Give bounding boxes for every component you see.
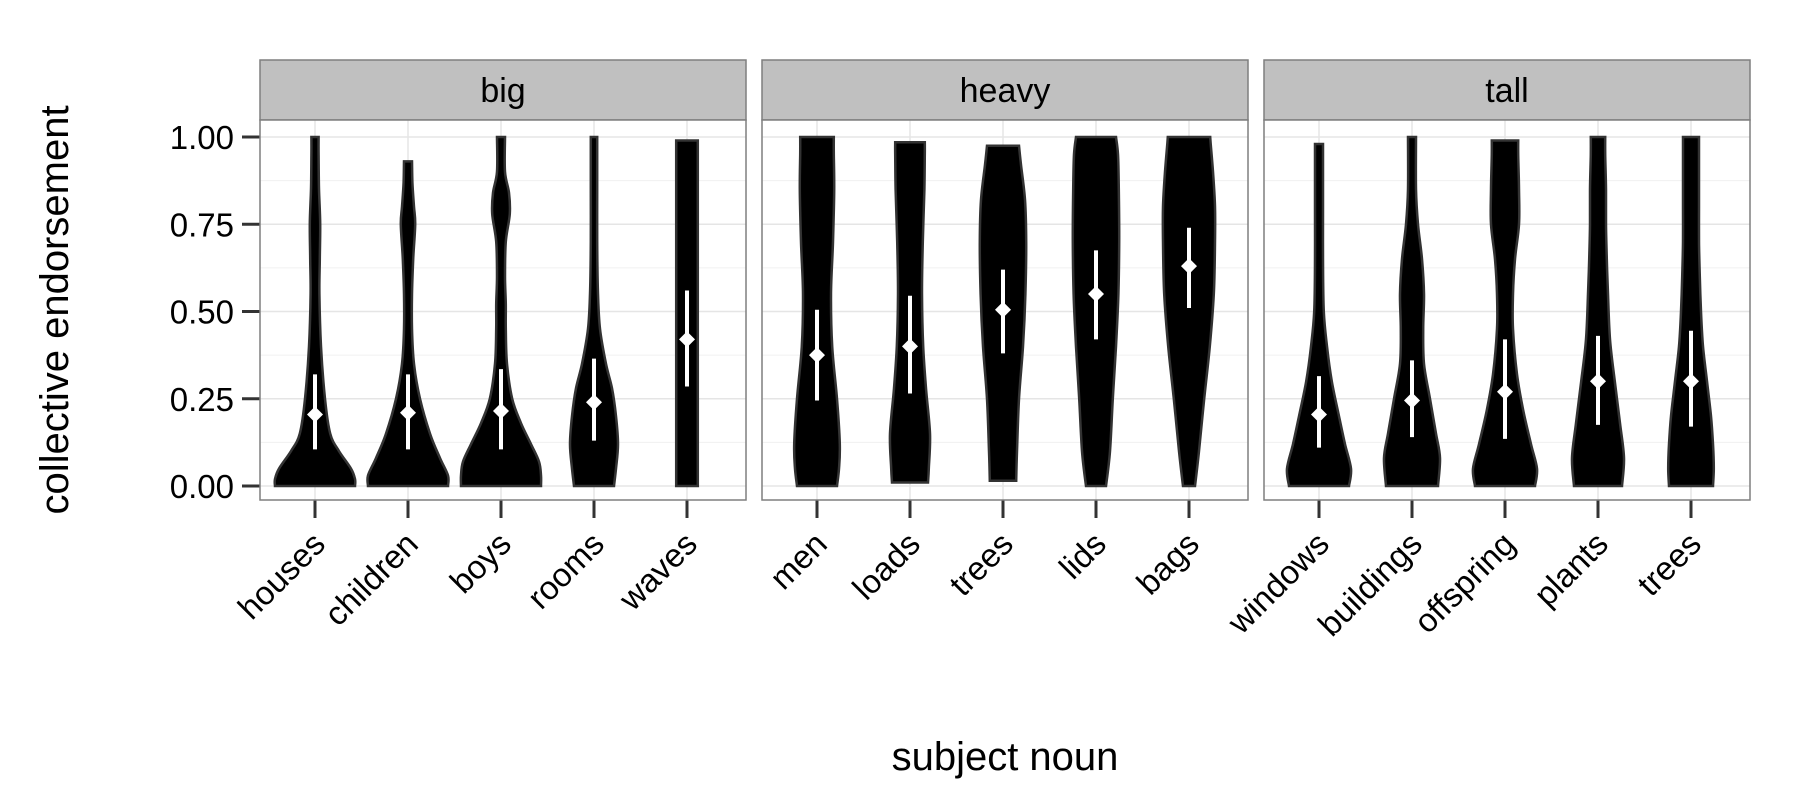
facet-strip-label: heavy [960, 72, 1051, 110]
mean-point-trees [1683, 373, 1699, 390]
x-tick-label: lids [1052, 525, 1113, 586]
mean-point-men [809, 347, 825, 364]
x-tick-label: loads [845, 525, 927, 607]
violin-children [366, 160, 450, 488]
x-tick-label: children [317, 525, 425, 633]
mean-point-windows [1311, 406, 1327, 423]
mean-point-buildings [1404, 392, 1420, 409]
x-tick-label: rooms [520, 525, 611, 616]
mean-point-boys [493, 402, 509, 419]
facet-strip [761, 59, 1249, 121]
y-tick-label: 0.75 [170, 206, 234, 243]
x-tick-label: waves [611, 525, 704, 618]
violin-windows [1285, 142, 1353, 488]
violin-boys [459, 135, 543, 488]
x-tick-label: bags [1129, 525, 1206, 602]
facet-strip [259, 59, 747, 121]
y-tick-label: 0.00 [170, 468, 234, 505]
mean-point-houses [307, 406, 323, 423]
mean-point-waves [679, 331, 695, 348]
x-tick-label: boys [442, 525, 517, 600]
mean-point-children [400, 404, 416, 421]
mean-point-offspring [1497, 383, 1513, 400]
violin-houses [273, 135, 357, 488]
violin-trees [1666, 135, 1716, 488]
facet-panel-heavy: heavy men loads trees lids bags [761, 59, 1249, 607]
facet-strip-label: big [480, 72, 525, 110]
panel-border [1263, 119, 1751, 501]
y-axis: 0.00 0.25 0.50 0.75 1.00 [170, 119, 260, 505]
violin-rooms [568, 135, 620, 488]
violin-bags [1161, 135, 1217, 488]
panel-border [761, 119, 1249, 501]
y-tick-label: 0.50 [170, 294, 234, 331]
x-tick-label: houses [231, 525, 332, 626]
y-tick-label: 1.00 [170, 119, 234, 156]
x-tick-label: offspring [1407, 525, 1522, 640]
x-tick-label: trees [1630, 525, 1708, 603]
mean-point-loads [902, 338, 918, 355]
x-axis-title: subject noun [892, 735, 1119, 779]
y-axis-title: collective endorsement [33, 105, 77, 514]
facet-strip-label: tall [1485, 72, 1528, 110]
facet-strip [1263, 59, 1751, 121]
x-tick-label: men [762, 525, 834, 597]
panel-border [259, 119, 747, 501]
violin-buildings [1382, 135, 1442, 488]
mean-point-rooms [586, 394, 602, 411]
mean-point-lids [1088, 286, 1104, 303]
x-tick-label: trees [942, 525, 1020, 603]
violin-offspring [1471, 139, 1539, 488]
violin-plants [1570, 135, 1626, 488]
y-tick-label: 0.25 [170, 381, 234, 418]
mean-point-trees [995, 301, 1011, 318]
x-tick-label: buildings [1311, 525, 1429, 643]
mean-point-plants [1590, 373, 1606, 390]
mean-point-bags [1181, 258, 1197, 275]
x-tick-label: plants [1527, 525, 1615, 613]
